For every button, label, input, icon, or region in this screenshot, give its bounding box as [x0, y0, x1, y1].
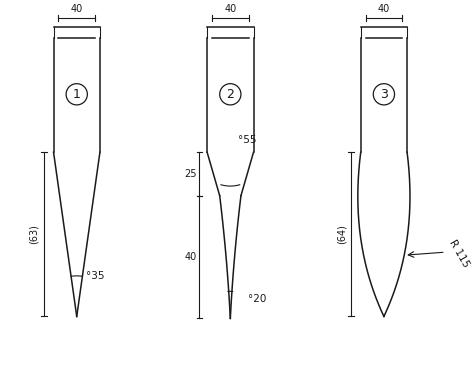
Text: 1: 1 [73, 88, 81, 101]
Text: 25: 25 [184, 169, 197, 179]
Text: 40: 40 [71, 4, 83, 14]
Text: 40: 40 [184, 252, 197, 262]
Text: 2: 2 [227, 88, 234, 101]
Text: 3: 3 [380, 88, 388, 101]
Text: 40: 40 [378, 4, 390, 14]
Text: °55: °55 [238, 135, 256, 145]
Text: °20: °20 [248, 294, 266, 304]
Text: (64): (64) [336, 224, 346, 244]
Text: 40: 40 [224, 4, 237, 14]
Text: R 115: R 115 [447, 238, 472, 270]
Text: °35: °35 [86, 271, 105, 281]
Text: (63): (63) [29, 224, 39, 244]
